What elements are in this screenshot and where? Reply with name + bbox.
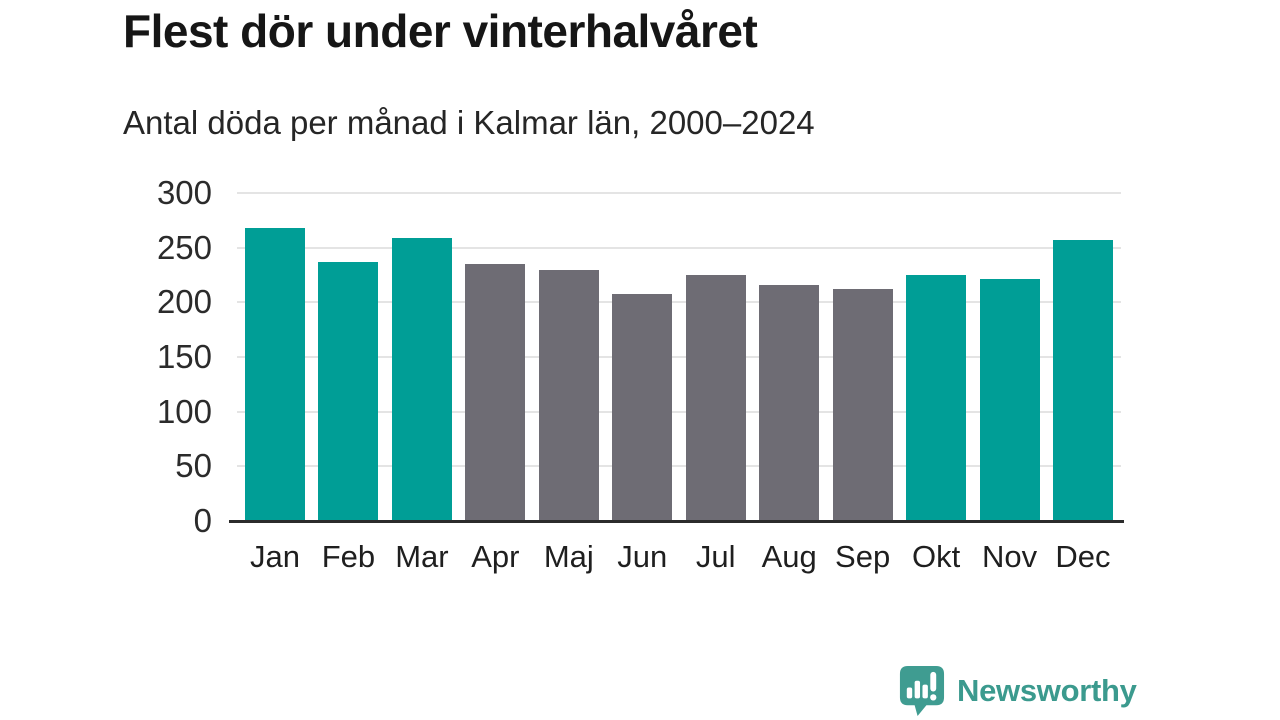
x-tick-label-jan: Jan bbox=[250, 539, 300, 574]
y-tick-label-50: 50 bbox=[175, 447, 212, 485]
bar-jul bbox=[685, 275, 746, 521]
bar-nov bbox=[979, 279, 1040, 521]
x-axis-baseline bbox=[229, 520, 1124, 523]
gridline-50 bbox=[237, 465, 1121, 468]
y-tick-label-100: 100 bbox=[156, 392, 212, 430]
brand-name: Newsworthy bbox=[957, 672, 1137, 708]
bar-aug bbox=[759, 285, 820, 521]
y-tick-label-0: 0 bbox=[193, 501, 212, 539]
chart-subtitle: Antal döda per månad i Kalmar län, 2000–… bbox=[123, 104, 815, 141]
newsworthy-logo-icon bbox=[899, 666, 945, 716]
bar-okt bbox=[906, 275, 967, 521]
y-tick-label-150: 150 bbox=[156, 337, 212, 375]
x-tick-label-aug: Aug bbox=[761, 539, 817, 574]
x-axis: Jan Feb Mar Apr Maj Jun Jul Aug Sep Okt Nov Dec bbox=[237, 538, 1121, 575]
bar-mar bbox=[391, 238, 452, 521]
x-tick-label-apr: Apr bbox=[471, 539, 520, 574]
gridline-150 bbox=[237, 356, 1121, 358]
bar-feb bbox=[318, 262, 379, 521]
bar-sep bbox=[832, 289, 893, 521]
bar-apr bbox=[465, 264, 526, 521]
x-tick-label-okt: Okt bbox=[911, 539, 961, 574]
gridline-100 bbox=[237, 410, 1121, 413]
bar-maj bbox=[538, 270, 599, 521]
x-tick-label-dec: Dec bbox=[1055, 539, 1111, 574]
page-title: Flest dör under vinterhalvåret bbox=[123, 5, 758, 57]
x-tick-label-nov: Nov bbox=[981, 539, 1038, 574]
bar-jan bbox=[245, 228, 305, 521]
x-tick-label-jun: Jun bbox=[617, 539, 668, 574]
plot-area bbox=[229, 192, 1124, 523]
x-tick-label-mar: Mar bbox=[395, 539, 449, 574]
y-tick-label-300: 300 bbox=[156, 173, 212, 211]
y-tick-label-250: 250 bbox=[156, 228, 212, 266]
x-tick-label-feb: Feb bbox=[321, 539, 376, 574]
y-tick-label-200: 200 bbox=[156, 283, 212, 321]
bar-jun bbox=[612, 294, 673, 521]
x-tick-label-jul: Jul bbox=[695, 539, 736, 574]
x-tick-label-maj: Maj bbox=[543, 539, 594, 574]
gridline-300 bbox=[237, 192, 1121, 194]
bars-row bbox=[237, 193, 1121, 521]
gridline-250 bbox=[237, 246, 1121, 249]
gridline-200 bbox=[237, 301, 1121, 304]
brand-footer: Newsworthy bbox=[897, 664, 1137, 717]
bar-dec bbox=[1052, 240, 1113, 521]
x-tick-label-sep: Sep bbox=[835, 539, 891, 574]
